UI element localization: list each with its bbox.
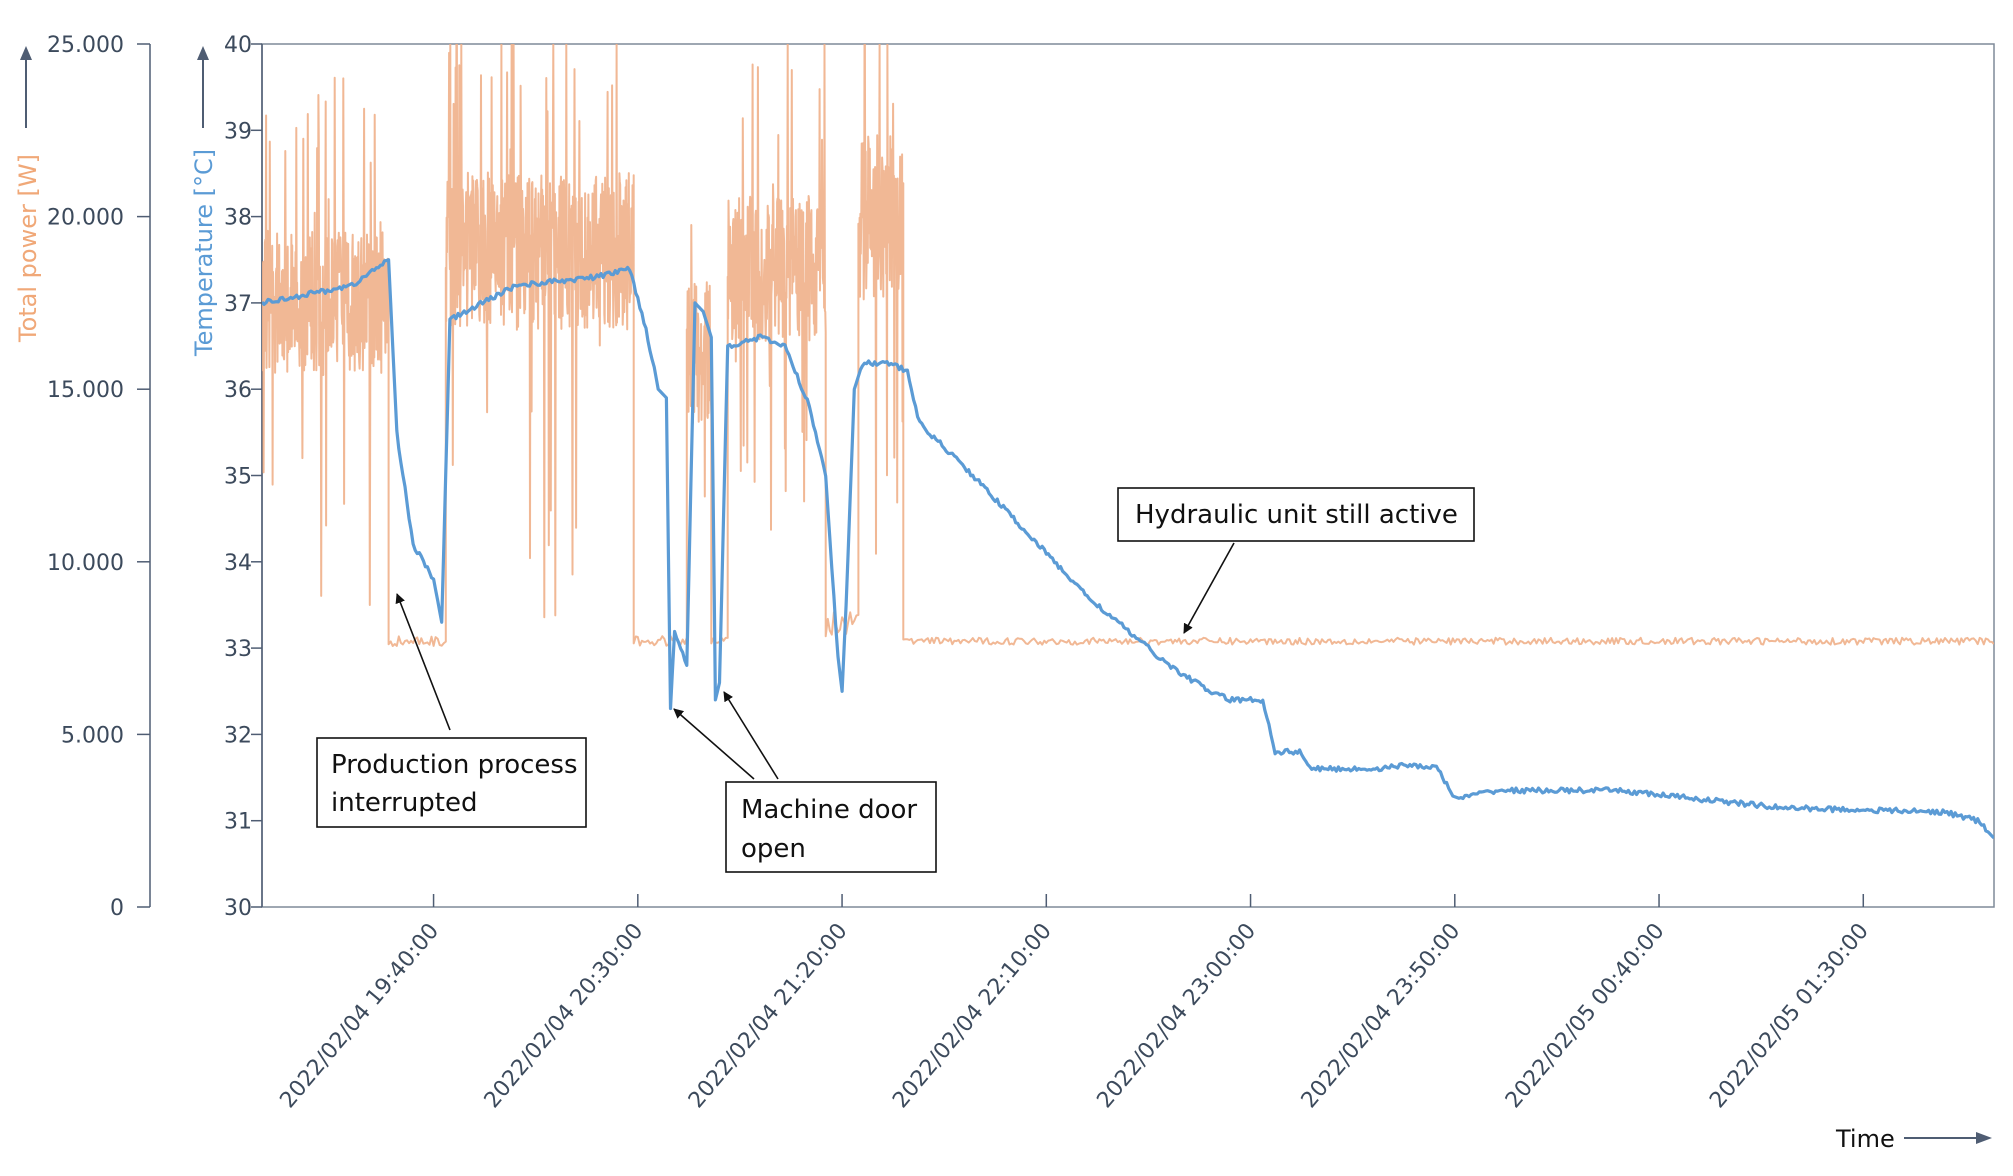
annotation-door: Machine door open	[673, 691, 937, 873]
x-axis-tick-label: 2022/02/04 20:30:00	[480, 919, 649, 1113]
temp-axis-tick-label: 35	[224, 465, 252, 490]
left-axis-arrow-icon	[20, 46, 32, 128]
temperature-series-line	[262, 258, 1994, 840]
x-axis-ticks: 2022/02/04 19:40:00 2022/02/04 20:30:00 20…	[275, 894, 1874, 1113]
annotation-door-line-1: Machine door	[741, 795, 917, 825]
temp-axis-ticks: 30 31 32 33 34 35 36 37 38 39 40	[224, 33, 262, 921]
x-axis-label: Time	[1835, 1125, 1895, 1153]
annotation-hydraulic: Hydraulic unit still active	[1117, 487, 1475, 634]
x-axis-tick-label: 2022/02/04 19:40:00	[275, 919, 444, 1113]
temp-axis-tick-label: 34	[224, 551, 252, 576]
x-axis-tick-label: 2022/02/05 01:30:00	[1705, 919, 1874, 1113]
left-axis-tick-label: 25.000	[47, 33, 124, 58]
annotation-hydraulic-text: Hydraulic unit still active	[1135, 500, 1458, 530]
left-axis-tick-label: 0	[110, 896, 124, 921]
temp-axis-label: Temperature [°C]	[190, 149, 218, 357]
x-axis-tick-label: 2022/02/05 00:40:00	[1501, 919, 1670, 1113]
temp-axis-tick-label: 33	[224, 637, 252, 662]
temp-axis-tick-label: 38	[224, 206, 252, 231]
x-axis-tick-label: 2022/02/04 23:00:00	[1092, 919, 1261, 1113]
x-axis-tick-label: 2022/02/04 22:10:00	[888, 919, 1057, 1113]
temp-axis-tick-label: 32	[224, 723, 252, 748]
time-arrow-icon	[1904, 1132, 1992, 1144]
annotation-door-line-2: open	[741, 834, 806, 864]
temp-axis-tick-label: 37	[224, 292, 252, 317]
left-axis-label: Total power [W]	[14, 154, 42, 343]
temp-axis-tick-label: 36	[224, 378, 252, 403]
x-axis-tick-label: 2022/02/04 21:20:00	[684, 919, 853, 1113]
x-axis-tick-label: 2022/02/04 23:50:00	[1297, 919, 1466, 1113]
temp-axis-tick-label: 40	[224, 33, 252, 58]
temp-axis-arrow-icon	[197, 46, 209, 128]
annotation-production: Production process interrupted	[316, 593, 587, 828]
left-axis-tick-label: 15.000	[47, 378, 124, 403]
temp-axis-tick-label: 31	[224, 810, 252, 835]
left-axis-ticks: 0 5.000 10.000 15.000 20.000 25.000	[47, 33, 150, 921]
left-axis-tick-label: 20.000	[47, 206, 124, 231]
annotation-production-line-1: Production process	[331, 750, 578, 780]
power-series-line	[262, 44, 1994, 647]
temp-axis-tick-label: 39	[224, 119, 252, 144]
temp-axis-tick-label: 30	[224, 896, 252, 921]
left-axis-tick-label: 10.000	[47, 551, 124, 576]
left-axis-tick-label: 5.000	[61, 723, 124, 748]
annotation-production-line-2: interrupted	[331, 788, 478, 818]
